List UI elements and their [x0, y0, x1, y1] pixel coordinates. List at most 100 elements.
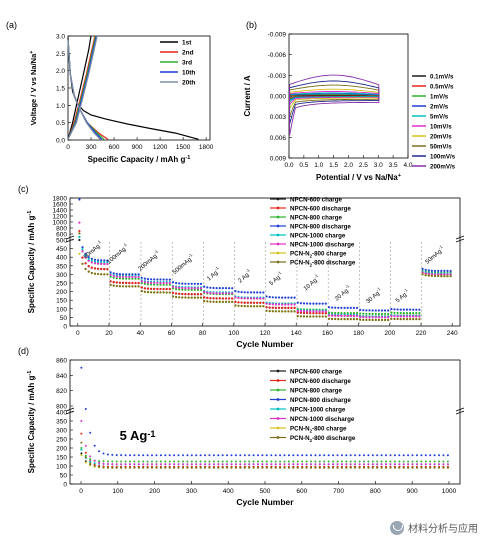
- data-point: [299, 315, 302, 318]
- data-point: [318, 310, 321, 313]
- data-point: [421, 273, 424, 276]
- data-point: [343, 314, 346, 317]
- data-point: [190, 296, 193, 299]
- data-point: [412, 318, 415, 321]
- data-point: [93, 260, 97, 263]
- data-point: [129, 466, 131, 469]
- legend-marker: [276, 242, 280, 246]
- data-point: [146, 460, 149, 463]
- data-point: [429, 454, 432, 457]
- data-point: [352, 312, 355, 315]
- legend-marker: [276, 260, 280, 264]
- data-point: [140, 280, 143, 283]
- data-point: [309, 315, 312, 318]
- data-point: [290, 310, 293, 313]
- data-point: [134, 277, 137, 280]
- data-point: [368, 316, 371, 319]
- data-point: [115, 460, 118, 463]
- data-point: [334, 306, 337, 309]
- data-point: [253, 305, 256, 308]
- data-point: [155, 463, 158, 466]
- data-point: [268, 303, 271, 306]
- data-point: [97, 260, 100, 263]
- data-point: [362, 316, 365, 319]
- y-tick-label: 0.000: [270, 94, 287, 101]
- data-point: [81, 256, 84, 259]
- rate-label: 500mAg-1: [170, 252, 196, 276]
- data-point: [224, 297, 228, 300]
- data-point: [146, 281, 150, 284]
- data-point: [442, 460, 445, 463]
- data-point: [106, 466, 109, 469]
- data-point: [416, 454, 418, 457]
- data-point: [268, 310, 271, 313]
- data-point: [217, 463, 220, 466]
- data-point: [212, 466, 215, 469]
- data-point: [168, 281, 171, 285]
- axis-break-mark: [65, 410, 75, 415]
- data-point: [221, 287, 224, 290]
- data-point: [155, 466, 158, 469]
- data-point: [159, 463, 162, 466]
- y-tick-label: 0.0: [56, 138, 65, 145]
- legend-marker: [276, 407, 280, 411]
- data-point: [181, 288, 184, 291]
- data-point: [314, 463, 317, 466]
- data-point: [118, 277, 121, 280]
- data-point: [240, 297, 243, 300]
- data-point: [358, 460, 361, 463]
- data-point: [437, 273, 440, 276]
- data-point: [165, 283, 168, 286]
- data-point: [424, 274, 427, 277]
- data-point: [153, 283, 156, 286]
- y-tick-label: 1200: [53, 214, 68, 221]
- data-point: [265, 466, 268, 469]
- data-point: [377, 318, 380, 322]
- data-point: [206, 286, 209, 289]
- data-point: [186, 463, 189, 466]
- data-point: [243, 305, 246, 308]
- data-point: [196, 282, 199, 285]
- data-point: [438, 460, 440, 463]
- data-point: [178, 288, 181, 291]
- data-point: [407, 466, 410, 469]
- y-tick-label: 1600: [53, 202, 68, 209]
- axis-break-mark: [65, 407, 75, 412]
- data-point: [137, 277, 140, 280]
- series-line-charge: [67, 35, 97, 140]
- data-point: [337, 306, 340, 309]
- data-point: [327, 466, 330, 469]
- data-point: [129, 460, 131, 463]
- data-point: [402, 466, 405, 469]
- x-tick-label: 700: [333, 488, 344, 495]
- data-point: [324, 315, 327, 318]
- data-point: [310, 463, 312, 466]
- series-points: [80, 420, 449, 466]
- data-point: [343, 318, 346, 321]
- data-point: [140, 282, 143, 285]
- data-point: [111, 453, 114, 456]
- data-point: [302, 302, 306, 305]
- data-point: [142, 466, 145, 469]
- data-point: [345, 460, 348, 463]
- legend-label: 3rd: [182, 60, 192, 67]
- data-point: [293, 306, 296, 309]
- data-point: [184, 287, 187, 290]
- data-point: [296, 463, 299, 466]
- data-point: [112, 274, 115, 278]
- data-point: [349, 312, 352, 315]
- data-point: [175, 295, 178, 299]
- data-point: [103, 261, 106, 264]
- data-point: [261, 460, 264, 463]
- data-point: [442, 454, 445, 457]
- data-point: [140, 286, 143, 289]
- data-point: [359, 312, 362, 315]
- data-point: [399, 315, 402, 318]
- legend-label: NPCN-800 charge: [290, 215, 342, 222]
- y-tick-label: 2.5: [56, 51, 65, 58]
- data-point: [187, 282, 190, 285]
- data-point: [365, 312, 368, 315]
- data-point: [359, 308, 362, 311]
- data-point: [112, 281, 115, 284]
- x-tick-label: 40: [137, 330, 145, 337]
